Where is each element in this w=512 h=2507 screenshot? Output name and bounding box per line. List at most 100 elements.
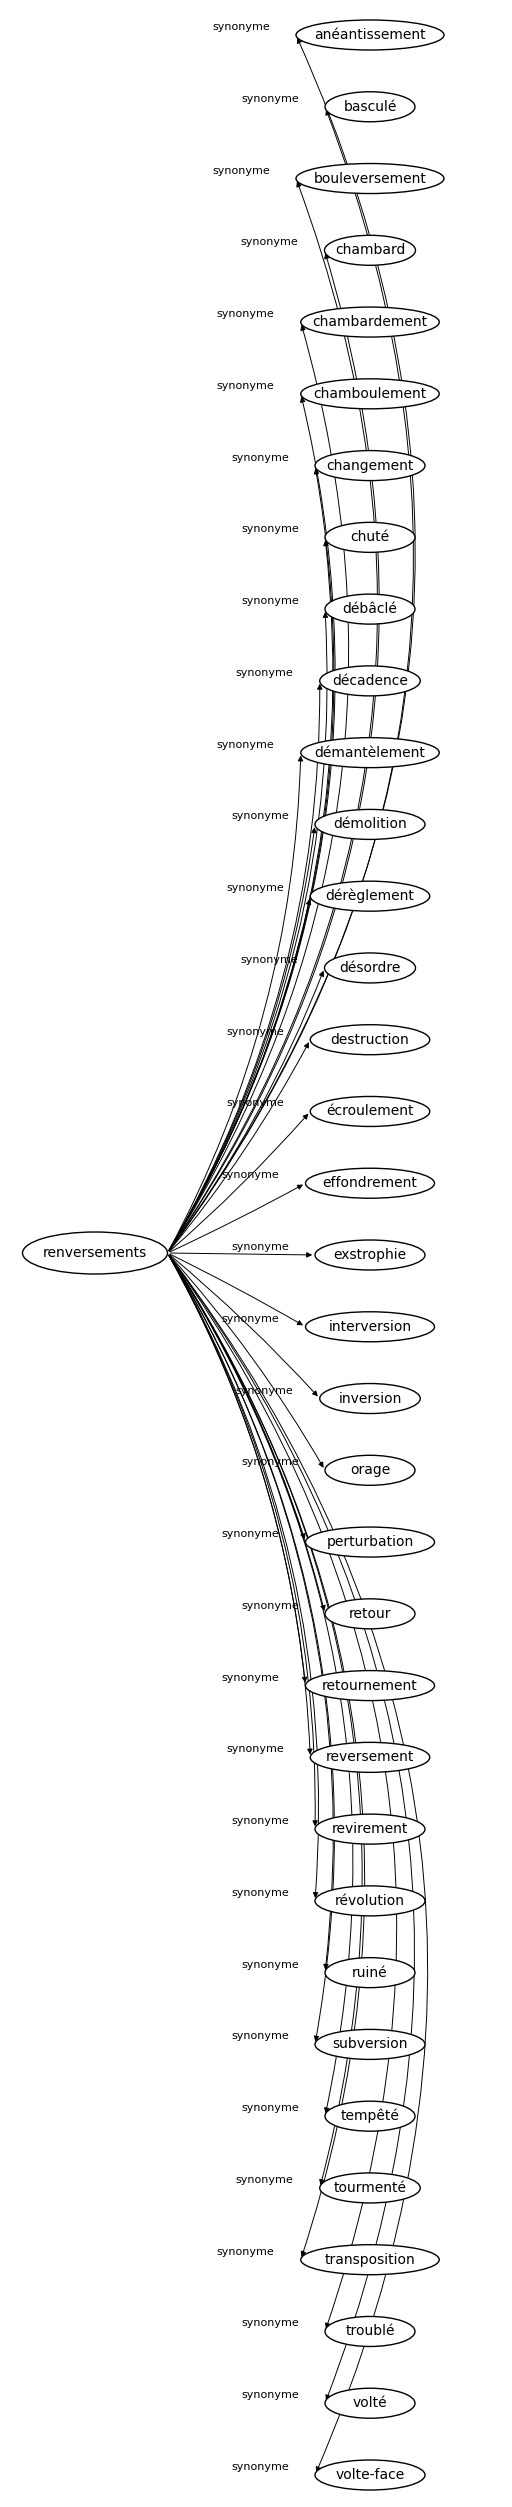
Text: retournement: retournement [322,1680,418,1692]
Ellipse shape [325,236,416,266]
Text: synonyme: synonyme [212,165,270,175]
FancyArrowPatch shape [169,1256,353,2113]
Text: ruiné: ruiné [352,1965,388,1981]
Ellipse shape [296,20,444,50]
Ellipse shape [315,810,425,840]
FancyArrowPatch shape [169,110,414,1251]
Text: synonyme: synonyme [241,238,298,248]
Text: synonyme: synonyme [241,2103,299,2113]
FancyArrowPatch shape [169,1256,415,2399]
Text: dérèglement: dérèglement [326,890,414,903]
FancyArrowPatch shape [169,1256,317,1825]
Ellipse shape [306,1168,435,1198]
FancyArrowPatch shape [169,757,303,1251]
Text: synonyme: synonyme [241,2319,299,2329]
FancyArrowPatch shape [169,469,334,1251]
FancyArrowPatch shape [169,1256,362,2184]
Text: chamboulement: chamboulement [313,386,426,401]
Ellipse shape [301,2244,439,2274]
FancyArrowPatch shape [169,1256,397,2329]
Text: basculé: basculé [344,100,397,113]
Text: synonyme: synonyme [236,1386,293,1396]
Text: bouleversement: bouleversement [313,170,426,186]
Text: changement: changement [326,459,414,474]
FancyArrowPatch shape [169,1256,307,1682]
FancyArrowPatch shape [169,1256,312,1752]
Ellipse shape [325,2101,415,2131]
Ellipse shape [301,379,439,409]
FancyArrowPatch shape [169,542,333,1251]
Ellipse shape [315,1815,425,1845]
Text: synonyme: synonyme [217,308,274,318]
FancyArrowPatch shape [169,1043,308,1251]
Text: effondrement: effondrement [323,1176,417,1191]
Text: transposition: transposition [325,2254,415,2266]
Text: revirement: revirement [332,1823,408,1835]
Text: interversion: interversion [328,1319,412,1334]
Text: synonyme: synonyme [231,2462,289,2472]
FancyArrowPatch shape [169,1256,334,2041]
Text: démantèlement: démantèlement [314,745,425,760]
Text: synonyme: synonyme [222,1314,280,1324]
Text: décadence: décadence [332,674,408,687]
Text: synonyme: synonyme [212,23,270,33]
Ellipse shape [306,1527,435,1557]
FancyArrowPatch shape [170,1254,302,1324]
Ellipse shape [325,953,416,983]
Text: synonyme: synonyme [217,2246,274,2256]
Text: reversement: reversement [326,1750,414,1765]
Text: synonyme: synonyme [241,597,299,607]
FancyArrowPatch shape [169,1256,317,1396]
Text: écroulement: écroulement [326,1106,414,1118]
FancyArrowPatch shape [169,827,316,1251]
FancyArrowPatch shape [169,1256,323,1467]
Ellipse shape [310,1742,430,1772]
FancyArrowPatch shape [169,684,322,1251]
FancyArrowPatch shape [169,1256,428,2472]
Ellipse shape [315,451,425,481]
Text: chambard: chambard [335,243,405,258]
Ellipse shape [325,1454,415,1484]
Ellipse shape [301,306,439,336]
Text: synonyme: synonyme [222,1171,280,1181]
FancyArrowPatch shape [169,326,349,1251]
Text: synonyme: synonyme [236,667,293,677]
Ellipse shape [301,737,439,767]
Ellipse shape [320,2174,420,2204]
Text: inversion: inversion [338,1391,402,1406]
Text: synonyme: synonyme [226,1098,284,1108]
Text: retour: retour [349,1607,391,1622]
Ellipse shape [325,521,415,552]
Ellipse shape [310,880,430,910]
FancyArrowPatch shape [169,1256,325,1609]
Ellipse shape [325,1958,415,1988]
Text: troublé: troublé [345,2324,395,2339]
Ellipse shape [310,1025,430,1055]
Ellipse shape [23,1231,167,1274]
FancyArrowPatch shape [169,1256,365,2256]
Text: synonyme: synonyme [222,1529,280,1539]
Text: synonyme: synonyme [241,955,298,965]
FancyArrowPatch shape [169,1256,333,1968]
Text: désordre: désordre [339,960,401,975]
FancyArrowPatch shape [169,1256,305,1539]
Ellipse shape [315,2028,425,2058]
Text: chuté: chuté [350,531,390,544]
Text: exstrophie: exstrophie [333,1248,407,1261]
Text: tourmenté: tourmenté [333,2181,407,2196]
Text: révolution: révolution [335,1893,405,1908]
FancyArrowPatch shape [169,1116,308,1251]
Text: synonyme: synonyme [241,1960,299,1971]
Text: synonyme: synonyme [231,1815,289,1825]
Text: synonyme: synonyme [217,740,274,750]
Ellipse shape [315,1241,425,1271]
Text: synonyme: synonyme [241,524,299,534]
Text: synonyme: synonyme [241,93,299,103]
FancyArrowPatch shape [169,38,415,1251]
Text: volté: volté [353,2397,387,2409]
Ellipse shape [315,2459,425,2489]
FancyArrowPatch shape [170,1186,302,1251]
Text: synonyme: synonyme [241,1602,299,1612]
FancyArrowPatch shape [169,253,379,1251]
Text: synonyme: synonyme [231,812,289,822]
